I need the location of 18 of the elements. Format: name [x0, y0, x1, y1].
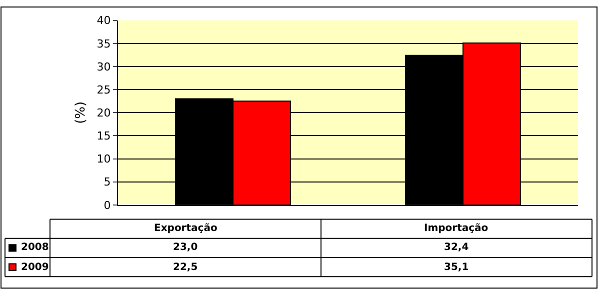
legend-label: 2008 [21, 242, 49, 253]
y-tick-label: 15 [96, 130, 111, 143]
data-label: 22,5 [173, 262, 198, 273]
x-tick-label: Exportação [154, 223, 218, 234]
y-tick-label: 5 [104, 176, 111, 189]
y-tick-label: 30 [96, 60, 111, 74]
y-tick-label: 35 [96, 37, 111, 50]
data-label: 35,1 [444, 262, 469, 273]
y-tick-label: 20 [96, 106, 111, 120]
y-tick-label: 25 [96, 83, 111, 96]
data-label: 32,4 [444, 242, 469, 253]
data-label: 23,0 [173, 242, 198, 253]
y-tick-label: 40 [96, 14, 111, 28]
y-tick-label: 10 [96, 152, 111, 166]
x-tick-label: Importação [424, 223, 488, 234]
y-axis-title: (%) [74, 101, 89, 124]
legend-label: 2009 [21, 262, 49, 273]
y-tick-label: 0 [104, 198, 111, 212]
